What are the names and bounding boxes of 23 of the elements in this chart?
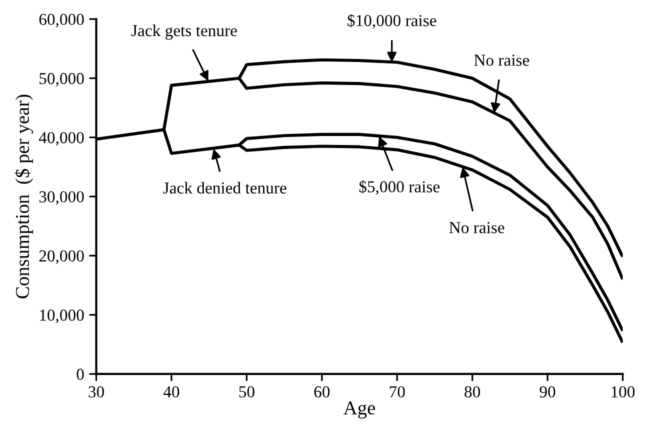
- annotation: No raise: [474, 54, 530, 66]
- x-tick-label: 70: [390, 386, 405, 398]
- y-tick-label: 0: [76, 368, 84, 380]
- y-axis-title: Consumption ($ per year): [14, 94, 34, 298]
- x-tick-label: 90: [540, 386, 556, 398]
- y-tick-label: 40,000: [38, 132, 84, 146]
- x-tick-label: 60: [314, 386, 330, 398]
- x-tick-label: 50: [239, 386, 254, 398]
- x-tick-label: 40: [163, 386, 180, 398]
- x-tick-label: 80: [464, 386, 480, 398]
- y-tick-label: 60,000: [39, 14, 84, 28]
- annotation: Jack gets tenure: [131, 24, 237, 40]
- y-tick-label: 10,000: [40, 310, 84, 324]
- annotation: No raise: [449, 222, 504, 234]
- x-tick-label: 100: [612, 386, 635, 398]
- annotation: Jack denied tenure: [163, 182, 286, 194]
- x-tick-label: 30: [88, 386, 104, 398]
- annotation: $5,000 raise: [359, 180, 440, 195]
- y-tick-label: 20,000: [39, 250, 84, 264]
- annotation: $10,000 raise: [348, 14, 436, 29]
- y-tick-label: 30,000: [39, 191, 84, 205]
- y-tick-label: 50,000: [40, 72, 84, 87]
- x-axis-title: Age: [343, 401, 376, 419]
